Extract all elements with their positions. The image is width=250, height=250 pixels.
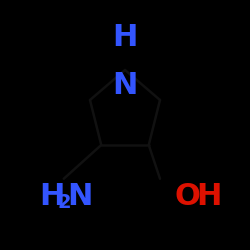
Text: H: H (196, 182, 222, 211)
Text: N: N (68, 182, 93, 211)
Text: H: H (39, 182, 64, 211)
Text: N: N (112, 71, 138, 100)
Text: 2: 2 (58, 193, 71, 212)
Text: H: H (112, 24, 138, 52)
Text: O: O (175, 182, 201, 211)
